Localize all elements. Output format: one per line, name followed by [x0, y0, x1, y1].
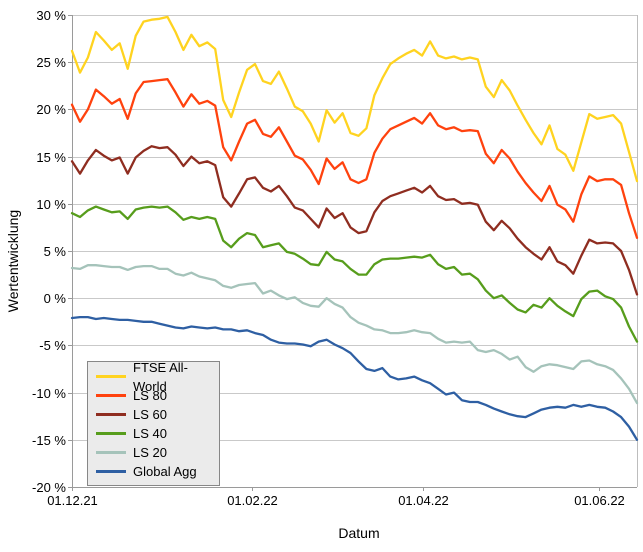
series-line-ls-40: [70, 205, 639, 343]
legend-label: LS 60: [133, 407, 167, 422]
legend-color-swatch: [96, 394, 126, 397]
y-tick-label: 30 %: [36, 7, 66, 23]
x-tick-label: 01.12.21: [47, 493, 98, 508]
y-axis-title: Wertentwicklung: [5, 209, 21, 313]
legend-item: Global Agg: [88, 462, 219, 481]
legend-item: LS 20: [88, 443, 219, 462]
y-tick-label: 0 %: [43, 290, 66, 306]
series-line-global-agg: [70, 315, 639, 441]
legend-label: LS 80: [133, 388, 167, 403]
x-tick-label: 01.04.22: [398, 493, 449, 508]
y-tick-label: -10 %: [32, 385, 66, 401]
series-line-ftse-all-world: [70, 15, 639, 183]
y-tick-label: 15 %: [36, 149, 66, 165]
y-tick-label: 20 %: [36, 101, 66, 117]
legend-label: Global Agg: [133, 464, 197, 479]
legend-item: LS 40: [88, 424, 219, 443]
legend-color-swatch: [96, 375, 126, 378]
series-line-ls-80: [70, 78, 639, 239]
y-tick-label: -15 %: [32, 432, 66, 448]
legend-color-swatch: [96, 432, 126, 435]
legend-label: FTSE All-World: [133, 359, 188, 394]
legend-item: LS 60: [88, 405, 219, 424]
y-tick-label: -20 %: [32, 479, 66, 495]
y-tick-label: 10 %: [36, 196, 66, 212]
legend-item: FTSE All-World: [88, 360, 219, 394]
x-axis-title: Datum: [338, 525, 380, 541]
legend-color-swatch: [96, 451, 126, 454]
x-tick-label: 01.02.22: [227, 493, 278, 508]
legend: FTSE All-World LS 80 LS 60 LS 40 LS 20 Global…: [87, 360, 220, 486]
series-line-ls-60: [70, 145, 639, 296]
legend-color-swatch: [96, 470, 126, 473]
y-tick-label: 25 %: [36, 54, 66, 70]
x-tick-label: 01.06.22: [574, 493, 625, 508]
legend-color-swatch: [96, 413, 126, 416]
y-tick-label: -5 %: [39, 337, 66, 353]
series-line-ls-20: [70, 264, 639, 405]
y-tick-label: 5 %: [43, 243, 66, 259]
legend-label: LS 20: [133, 445, 167, 460]
legend-label: LS 40: [133, 426, 167, 441]
legend-item: LS 80: [88, 386, 219, 405]
